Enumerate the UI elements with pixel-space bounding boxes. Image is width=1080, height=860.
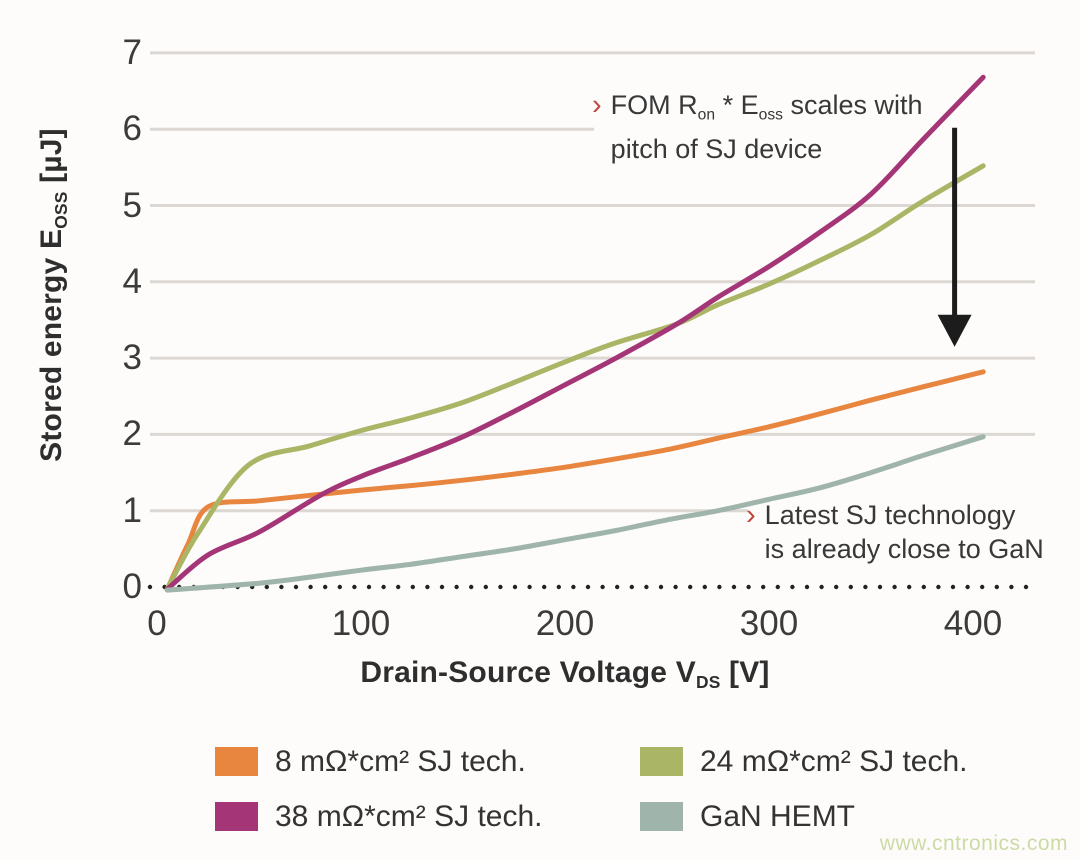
series-curve-2 — [164, 74, 986, 592]
x-tick-0: 0 — [147, 604, 167, 643]
annotation-fom-scaling: › FOM Ron * Eoss scales with pitch of SJ … — [592, 88, 923, 166]
y-tick-2: 2 — [122, 414, 142, 454]
legend-item-gan-hemt: GaN HEMT — [640, 799, 968, 833]
series-curve-0 — [164, 369, 986, 592]
chevron-right-icon: › — [592, 89, 602, 121]
y-tick-0: 0 — [122, 567, 142, 606]
legend-item-8mohm: 8 mΩ*cm² SJ tech. — [215, 744, 640, 778]
x-tick-300: 300 — [739, 604, 799, 643]
legend-swatch-gan-hemt — [640, 802, 683, 831]
y-axis-title: Stored energy EOSS [µJ] — [35, 128, 71, 462]
watermark: www.cntronics.com — [879, 832, 1068, 855]
legend-label-24mohm: 24 mΩ*cm² SJ tech. — [700, 744, 968, 778]
chevron-right-icon: › — [746, 499, 756, 531]
legend-label-8mohm: 8 mΩ*cm² SJ tech. — [275, 744, 526, 778]
y-tick-3: 3 — [122, 338, 142, 378]
annotation-fom-scaling-text: FOM Ron * Eoss scales with pitch of SJ de… — [610, 90, 923, 165]
x-tick-100: 100 — [331, 604, 391, 643]
y-tick-4: 4 — [122, 261, 142, 301]
series-curve-3 — [164, 434, 986, 593]
legend-item-24mohm: 24 mΩ*cm² SJ tech. — [640, 744, 968, 778]
y-tick-5: 5 — [122, 185, 142, 225]
legend-item-38mohm: 38 mΩ*cm² SJ tech. — [215, 799, 640, 833]
legend-label-gan-hemt: GaN HEMT — [700, 799, 856, 833]
y-tick-1: 1 — [122, 490, 142, 530]
series-curve-1 — [164, 163, 986, 592]
x-tick-400: 400 — [943, 604, 1003, 643]
down-arrow-head — [937, 314, 972, 347]
annotation-sj-close-to-gan-text: Latest SJ technology is already close to … — [764, 500, 1044, 564]
x-tick-200: 200 — [535, 604, 595, 643]
x-axis-title: Drain-Source Voltage VDS [V] — [360, 656, 770, 692]
annotation-sj-close-to-gan: › Latest SJ technology is already close t… — [746, 498, 1044, 566]
legend-swatch-38mohm — [215, 802, 258, 831]
legend-swatch-24mohm — [640, 747, 683, 776]
y-tick-6: 6 — [122, 109, 142, 149]
legend-label-38mohm: 38 mΩ*cm² SJ tech. — [275, 799, 543, 833]
legend-swatch-8mohm — [215, 747, 258, 776]
y-tick-7: 7 — [122, 32, 142, 72]
legend: 8 mΩ*cm² SJ tech. 24 mΩ*cm² SJ tech. 38 … — [215, 744, 968, 833]
